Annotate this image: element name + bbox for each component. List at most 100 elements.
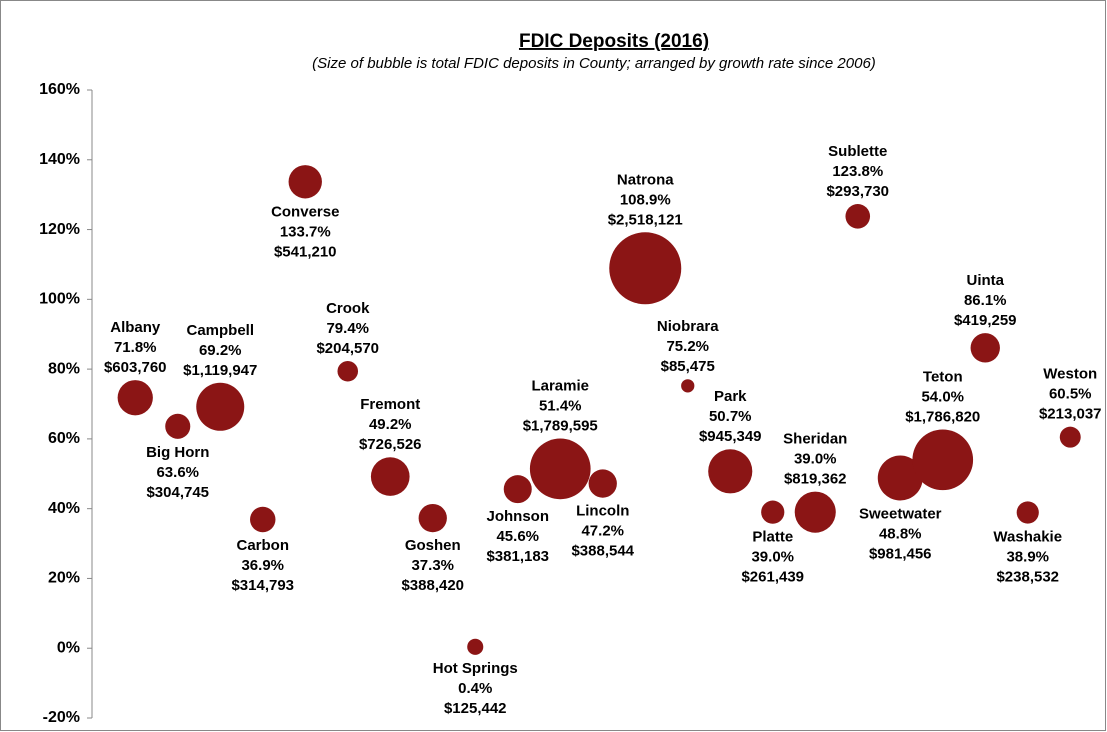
bubble — [708, 449, 753, 494]
bubble-deposits: $293,730 — [826, 183, 889, 200]
bubble-deposits: $204,570 — [316, 340, 379, 357]
bubble-name: Converse — [271, 203, 339, 220]
bubble-growth: 108.9% — [620, 191, 671, 208]
bubble-name: Platte — [752, 529, 793, 546]
bubble-name: Park — [714, 388, 747, 405]
bubble-deposits: $261,439 — [741, 569, 804, 586]
bubble-name: Laramie — [531, 378, 589, 395]
y-tick-label: 20% — [48, 570, 80, 587]
bubble-name: Big Horn — [146, 444, 209, 461]
bubble-name: Carbon — [237, 537, 290, 554]
bubble-name: Teton — [923, 368, 963, 385]
bubble-growth: 71.8% — [114, 339, 157, 356]
bubble-deposits: $388,544 — [571, 543, 634, 560]
y-tick-label: 160% — [39, 81, 80, 98]
bubble — [912, 429, 974, 491]
y-tick-label: 40% — [48, 500, 80, 517]
bubble — [845, 204, 871, 229]
chart-subtitle: (Size of bubble is total FDIC deposits i… — [312, 55, 876, 72]
bubble — [337, 360, 359, 382]
bubble-growth: 47.2% — [581, 523, 624, 540]
y-tick-label: 120% — [39, 221, 80, 238]
bubble-deposits: $1,789,595 — [523, 418, 598, 435]
bubble-growth: 69.2% — [199, 342, 242, 359]
bubble-name: Sublette — [828, 143, 887, 160]
bubble-name: Natrona — [617, 171, 674, 188]
bubble-deposits: $388,420 — [401, 577, 464, 594]
y-tick-label: 100% — [39, 291, 80, 308]
bubble-deposits: $726,526 — [359, 436, 422, 453]
bubble-growth: 54.0% — [921, 388, 964, 405]
bubble-growth: 38.9% — [1006, 549, 1049, 566]
bubble-name: Crook — [326, 300, 370, 317]
bubble-deposits: $819,362 — [784, 471, 847, 488]
y-tick-label: 0% — [57, 639, 80, 656]
bubble — [794, 491, 836, 533]
bubble-deposits: $381,183 — [486, 548, 549, 565]
bubble — [503, 475, 532, 504]
bubble-deposits: $1,786,820 — [905, 408, 980, 425]
y-tick-label: 60% — [48, 430, 80, 447]
bubble-deposits: $85,475 — [661, 358, 715, 375]
bubble — [418, 503, 447, 533]
chart-title: FDIC Deposits (2016) — [519, 31, 709, 52]
bubble-deposits: $238,532 — [996, 569, 1059, 586]
bubble — [588, 469, 617, 498]
bubble — [877, 455, 923, 501]
bubble-name: Sweetwater — [859, 505, 942, 522]
bubble-growth: 51.4% — [539, 398, 582, 415]
bubble-name: Hot Springs — [433, 660, 518, 677]
bubble-name: Washakie — [993, 529, 1062, 546]
bubble — [165, 413, 191, 439]
bubble-name: Sheridan — [783, 431, 847, 448]
bubble-deposits: $314,793 — [231, 577, 294, 594]
bubble-growth: 48.8% — [879, 525, 922, 542]
bubble-name: Goshen — [405, 537, 461, 554]
bubble-growth: 133.7% — [280, 223, 331, 240]
bubble-deposits: $1,119,947 — [183, 362, 257, 379]
bubble-deposits: $603,760 — [104, 359, 167, 376]
bubble-name: Weston — [1043, 366, 1097, 383]
bubble-deposits: $125,442 — [444, 700, 507, 717]
bubble — [288, 165, 322, 199]
bubble-growth: 50.7% — [709, 408, 752, 425]
bubble — [250, 506, 276, 533]
bubble-growth: 0.4% — [458, 680, 492, 697]
bubble-growth: 86.1% — [964, 292, 1007, 309]
bubble — [609, 232, 682, 305]
bubble-deposits: $419,259 — [954, 312, 1017, 329]
bubble-name: Fremont — [360, 396, 420, 413]
bubble-growth: 75.2% — [666, 338, 709, 355]
bubble — [117, 380, 153, 416]
y-tick-label: -20% — [43, 709, 80, 726]
bubble — [1059, 426, 1081, 448]
bubble-growth: 37.3% — [411, 557, 454, 574]
bubble-deposits: $981,456 — [869, 545, 932, 562]
bubble-growth: 39.0% — [751, 549, 794, 566]
bubble — [970, 333, 1000, 363]
bubble-name: Uinta — [967, 272, 1005, 289]
bubble-name: Niobrara — [657, 318, 719, 335]
bubble-growth: 79.4% — [326, 320, 369, 337]
bubble — [681, 379, 695, 393]
bubble-deposits: $213,037 — [1039, 406, 1102, 423]
bubble-deposits: $945,349 — [699, 428, 762, 445]
bubble-growth: 36.9% — [241, 557, 284, 574]
bubble — [529, 438, 591, 500]
bubble-name: Campbell — [186, 322, 254, 339]
bubble-growth: 45.6% — [496, 528, 539, 545]
bubble — [1016, 501, 1039, 524]
bubble-deposits: $2,518,121 — [608, 211, 683, 228]
y-tick-label: 140% — [39, 151, 80, 168]
bubble-name: Albany — [110, 319, 161, 336]
bubble-deposits: $304,745 — [146, 484, 209, 501]
bubble-growth: 123.8% — [832, 163, 883, 180]
bubble — [370, 457, 410, 496]
bubble — [196, 382, 245, 431]
bubble-deposits: $541,210 — [274, 243, 337, 260]
bubble-name: Lincoln — [576, 503, 629, 520]
bubble-growth: 63.6% — [156, 464, 199, 481]
